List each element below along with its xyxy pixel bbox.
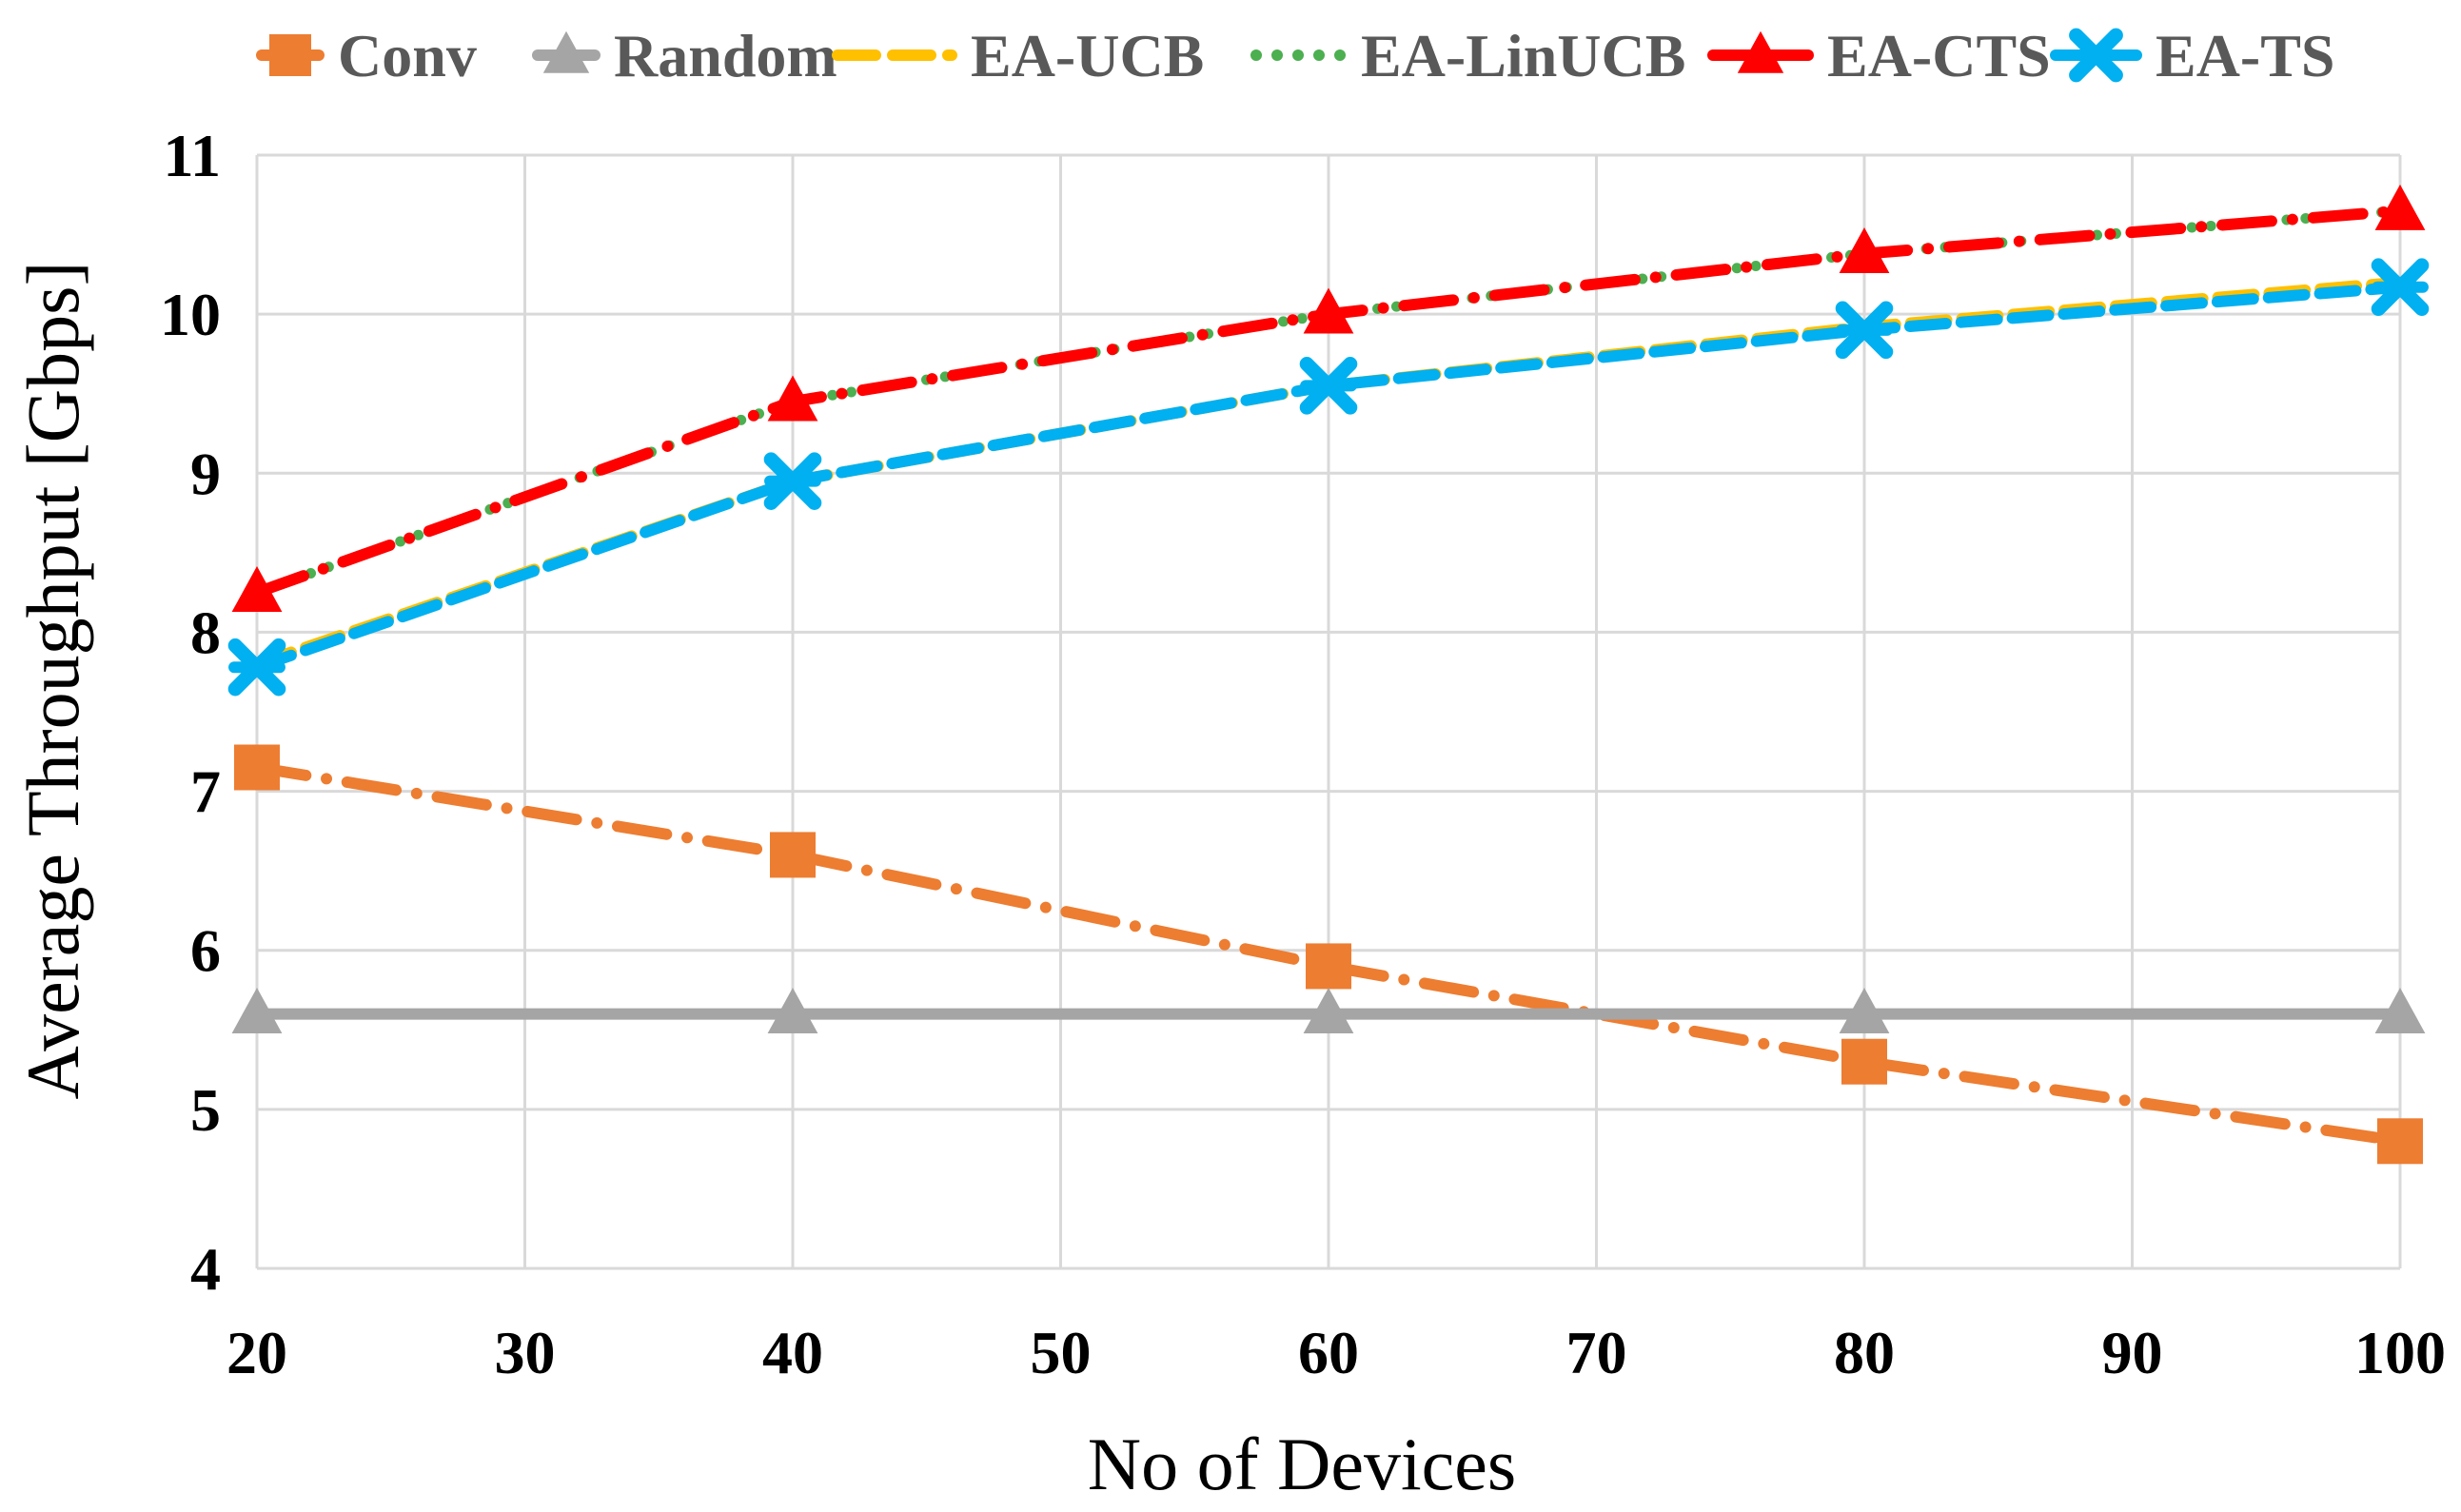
x-tick-label: 20 xyxy=(226,1319,287,1386)
data-point-conv xyxy=(234,744,280,791)
legend-item-conv: Conv xyxy=(256,22,477,89)
y-tick-label: 10 xyxy=(160,281,221,348)
data-point-ea-ts xyxy=(227,638,286,697)
data-point-random xyxy=(1303,987,1354,1033)
y-tick-label: 9 xyxy=(190,440,221,507)
data-point-random xyxy=(2374,987,2426,1033)
data-point-random xyxy=(231,987,283,1033)
x-tick-label: 40 xyxy=(762,1319,823,1386)
data-point-random xyxy=(767,987,818,1033)
series-random xyxy=(231,987,2426,1033)
y-axis-title: Average Throughput [Gbps] xyxy=(11,262,94,1100)
legend-item-ea-cts: EA-CTS xyxy=(1707,22,2051,89)
x-tick-label: 50 xyxy=(1031,1319,1092,1386)
legend-item-ea-ts: EA-TS xyxy=(2050,22,2335,89)
data-point-random xyxy=(1839,987,1890,1033)
x-tick-label: 100 xyxy=(2354,1319,2446,1386)
data-point-ea-cts xyxy=(767,375,818,422)
y-tick-label: 4 xyxy=(190,1235,221,1303)
y-tick-label: 6 xyxy=(190,917,221,985)
y-tick-label: 7 xyxy=(190,758,221,826)
y-axis-ticks: 4 5 6 7 8 9 10 11 xyxy=(160,122,221,1303)
series-conv xyxy=(234,744,2423,1165)
legend-label: Conv xyxy=(338,22,477,89)
x-tick-label: 90 xyxy=(2102,1319,2163,1386)
series-layer xyxy=(227,184,2430,1165)
y-tick-label: 11 xyxy=(164,122,221,189)
data-point-ea-cts xyxy=(2374,184,2426,230)
legend-label: EA-LinUCB xyxy=(1361,22,1685,89)
data-point-ea-ts xyxy=(763,452,822,510)
data-point-conv xyxy=(1306,943,1351,990)
data-point-ea-ts xyxy=(2371,258,2430,317)
y-tick-label: 5 xyxy=(190,1076,221,1144)
series-ea-cts xyxy=(231,184,2426,613)
data-point-ea-ts xyxy=(1835,301,1894,360)
legend-item-random: Random xyxy=(532,22,837,89)
series-line-conv xyxy=(251,761,2406,1148)
legend-label: Random xyxy=(614,22,837,89)
legend-label: EA-TS xyxy=(2156,22,2335,89)
data-point-conv xyxy=(2377,1118,2423,1165)
legend-marker xyxy=(542,30,590,73)
data-point-ea-ts xyxy=(1299,357,1358,415)
x-tick-label: 70 xyxy=(1566,1319,1627,1386)
data-point-conv xyxy=(1841,1038,1887,1085)
data-point-ea-cts xyxy=(231,566,283,613)
legend-label: EA-CTS xyxy=(1827,22,2051,89)
data-point-conv xyxy=(770,832,816,878)
legend-marker xyxy=(269,34,311,76)
legend-item-ea-ucb: EA-UCB xyxy=(832,22,1204,89)
x-tick-label: 60 xyxy=(1298,1319,1359,1386)
data-point-ea-cts xyxy=(1303,287,1354,334)
y-tick-label: 8 xyxy=(190,599,221,666)
series-ea-ts xyxy=(227,258,2430,697)
legend-marker xyxy=(1737,30,1784,73)
x-tick-label: 30 xyxy=(495,1319,556,1386)
legend-item-ea-linucb: EA-LinUCB xyxy=(1250,22,1685,89)
x-axis-ticks: 20 30 40 50 60 70 80 90 100 xyxy=(226,1319,2446,1386)
data-point-ea-cts xyxy=(1839,227,1890,274)
legend-label: EA-UCB xyxy=(971,22,1204,89)
legend: Conv Random EA-UCB EA-LinUCB EA-CTS EA-TS xyxy=(256,22,2335,89)
legend-marker xyxy=(2069,28,2123,83)
x-tick-label: 80 xyxy=(1834,1319,1895,1386)
x-axis-title: No of Devices xyxy=(1088,1423,1517,1505)
